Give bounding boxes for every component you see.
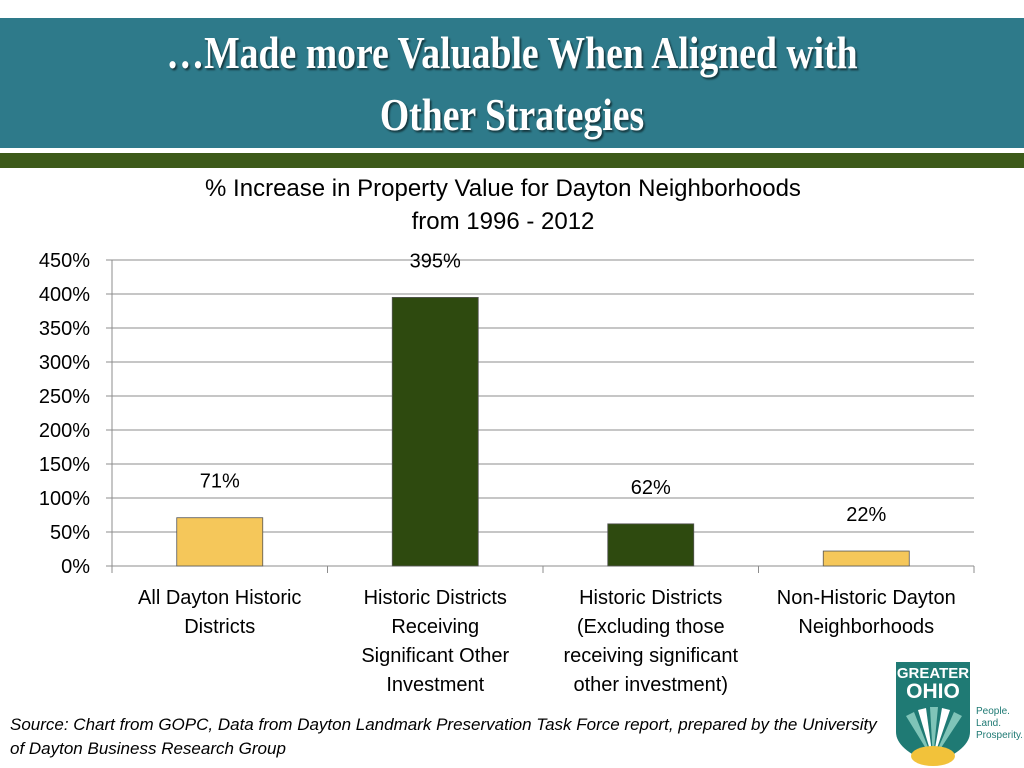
- x-category-label: Districts: [184, 616, 255, 638]
- x-category-label: Significant Other: [361, 645, 509, 667]
- logo-tagline-2: Land.: [976, 718, 1001, 729]
- greater-ohio-logo: GREATER OHIO People. Land. Prosperity.: [896, 662, 1022, 766]
- y-tick-label: 400%: [39, 284, 90, 306]
- logo-sunburst: [906, 707, 962, 766]
- x-category-label: other investment): [573, 674, 728, 696]
- gridlines: [112, 259, 974, 533]
- data-label: 71%: [200, 471, 240, 493]
- chart-title: % Increase in Property Value for Dayton …: [100, 172, 906, 238]
- header-accent-rule: [0, 153, 1024, 168]
- data-label: 395%: [410, 250, 461, 272]
- x-category-label: All Dayton Historic: [138, 587, 301, 609]
- logo-tagline-3: Prosperity.: [976, 730, 1022, 741]
- chart-title-line-2: from 1996 - 2012: [411, 208, 595, 235]
- y-tick-label: 150%: [39, 454, 90, 476]
- y-tick-label: 100%: [39, 488, 90, 510]
- logo-tagline-1: People.: [976, 706, 1010, 717]
- y-tick-label: 50%: [50, 522, 90, 544]
- bar: [391, 297, 479, 567]
- logo-wordmark-greater: GREATER: [897, 665, 969, 682]
- bar: [176, 517, 264, 567]
- bar-chart: 0% 50% 100% 150% 200% 250% 300% 350% 400% 450% 71%…: [39, 250, 975, 696]
- x-category-label: Historic Districts: [364, 587, 507, 609]
- x-category-label: Non-Historic Dayton: [777, 587, 956, 609]
- chart-title-line-1: % Increase in Property Value for Dayton …: [205, 175, 801, 202]
- x-category-label: Neighborhoods: [798, 616, 934, 638]
- x-category-label: (Excluding those: [577, 616, 725, 638]
- y-tick-label: 300%: [39, 352, 90, 374]
- bar: [822, 550, 910, 567]
- y-tick-label: 200%: [39, 420, 90, 442]
- logo-wordmark-ohio: OHIO: [906, 680, 960, 703]
- bars: [176, 297, 910, 567]
- y-tick-label: 250%: [39, 386, 90, 408]
- labels: 0% 50% 100% 150% 200% 250% 300% 350% 400% 450% 71%…: [39, 250, 956, 696]
- x-category-label: receiving significant: [563, 645, 738, 667]
- data-label: 22%: [846, 504, 886, 526]
- x-category-label: Receiving: [391, 616, 479, 638]
- y-tick-label: 0%: [61, 556, 90, 578]
- header-divider-gap: [0, 148, 1024, 153]
- data-label: 62%: [631, 477, 671, 499]
- bar: [607, 523, 695, 567]
- x-category-label: Investment: [386, 674, 484, 696]
- y-tick-label: 450%: [39, 250, 90, 272]
- header-band: [0, 18, 1024, 148]
- source-note: Source: Chart from GOPC, Data from Dayto…: [10, 715, 877, 758]
- x-category-label: Historic Districts: [579, 587, 722, 609]
- slide-title: …Made more Valuable When Aligned with Ot…: [166, 27, 858, 140]
- y-tick-label: 350%: [39, 318, 90, 340]
